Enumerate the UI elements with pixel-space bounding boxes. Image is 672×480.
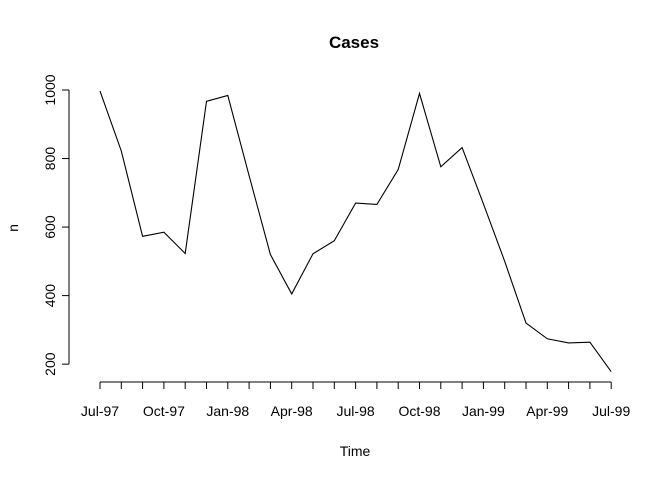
x-tick-label: Oct-97 (143, 403, 185, 419)
x-tick-label: Jan-98 (206, 403, 249, 419)
y-tick-label: 200 (42, 352, 58, 376)
y-tick-label: 1000 (42, 74, 58, 105)
series-line (99, 90, 612, 373)
x-axis: Jul-97 Oct-97 Jan-98 Apr-98 Jul-98 Oct-98 Jan-… (81, 381, 630, 419)
x-axis-title: Time (340, 443, 371, 459)
x-tick-label: Jan-99 (462, 403, 505, 419)
plot-area (99, 90, 612, 373)
y-tick-label: 600 (42, 215, 58, 239)
y-axis: 200 400 600 800 1000 (42, 74, 70, 376)
chart-title: Cases (329, 33, 379, 52)
x-tick-label: Jul-97 (81, 403, 119, 419)
y-tick-label: 800 (42, 147, 58, 171)
y-tick-label: 400 (42, 284, 58, 308)
x-tick-label: Apr-98 (271, 403, 313, 419)
x-tick-label: Jul-98 (337, 403, 375, 419)
x-tick-label: Apr-99 (526, 403, 568, 419)
x-tick-label: Oct-98 (398, 403, 440, 419)
y-axis-title: n (5, 224, 21, 232)
x-tick-label: Jul-99 (592, 403, 630, 419)
